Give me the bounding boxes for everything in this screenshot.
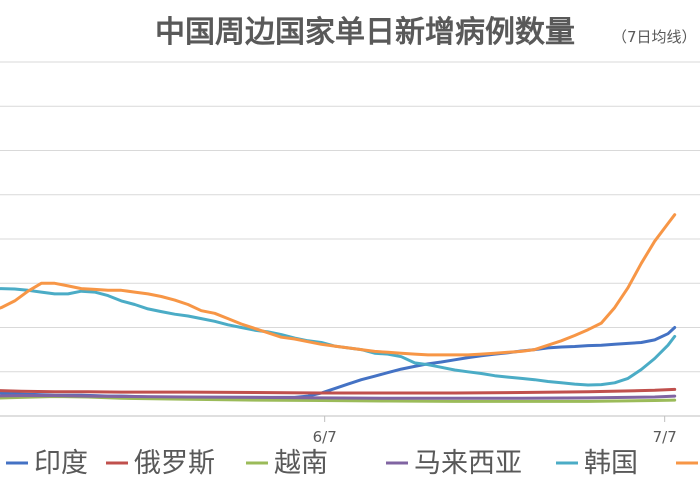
legend-label: 印度 [34,448,88,479]
x-tick-label: 6/7 [313,428,337,446]
series-line-5 [0,213,677,357]
legend-item: 马来西亚 [386,448,522,479]
chart-title: 中国周边国家单日新增病例数量 [155,15,575,50]
legend-item: 越南 [246,448,328,479]
series-lines [0,213,677,403]
series-line-0 [0,326,677,399]
x-tick-label: 7/7 [653,428,677,446]
x-axis: 6/7 7/7 [313,416,677,446]
legend-label: 马来西亚 [414,448,522,479]
series-line-3 [0,394,677,400]
legend-label: 越南 [274,448,328,479]
legend-item: 印度 [6,448,88,479]
legend-item: 俄罗斯 [106,448,215,479]
legend-item: 韩国 [556,448,638,479]
gridlines [0,61,700,417]
chart-subtitle: （7日均线） [612,28,697,46]
legend-item: 日本 [676,461,698,465]
series-line-1 [0,387,677,395]
legend-label: 韩国 [584,448,638,479]
legend: 印度 俄罗斯 越南 马来西亚 韩国 日本 [6,448,698,479]
legend-label: 俄罗斯 [134,448,215,479]
